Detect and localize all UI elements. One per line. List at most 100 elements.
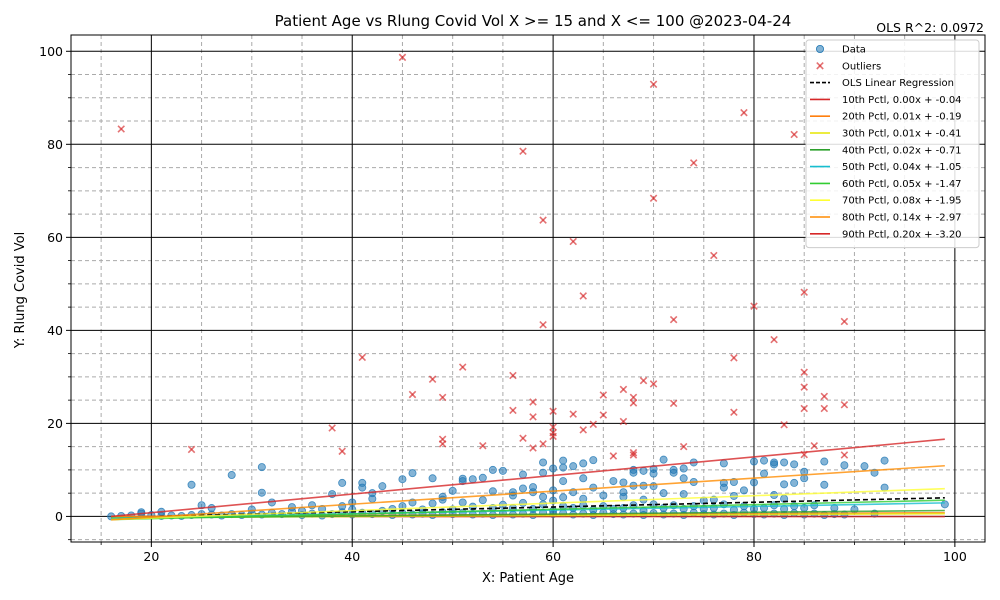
outlier-stroke <box>338 447 346 456</box>
outlier-point <box>820 392 829 401</box>
legend-marker-outliers <box>816 62 824 70</box>
outlier-stroke <box>398 53 407 62</box>
outlier-stroke <box>599 411 608 419</box>
legend: Data Outliers OLS Linear Regression 10th Pc… <box>805 39 980 249</box>
data-point <box>599 491 608 500</box>
outlier-stroke <box>629 399 638 407</box>
chart-title: Patient Age vs Rlung Covid Vol X >= 15 a… <box>275 12 792 30</box>
outlier-stroke <box>730 408 738 416</box>
outlier-stroke <box>810 441 819 450</box>
outlier-point <box>539 440 547 448</box>
outlier-point <box>629 393 638 402</box>
outlier-point <box>358 353 367 362</box>
data-point <box>609 477 618 486</box>
data-point <box>448 486 457 495</box>
outlier-point <box>519 434 527 443</box>
outlier-stroke <box>529 413 537 421</box>
outlier-point <box>629 451 638 459</box>
data-point <box>559 456 568 465</box>
outlier-stroke <box>730 354 738 362</box>
data-point <box>539 492 548 501</box>
outlier-point <box>609 452 618 460</box>
outlier-point <box>458 363 467 371</box>
data-point <box>287 503 296 512</box>
data-point <box>659 455 668 464</box>
outlier-point <box>629 448 638 457</box>
outlier-point <box>840 451 849 459</box>
data-point <box>770 458 779 467</box>
data-point <box>308 501 317 510</box>
x-tick-label: 60 <box>545 549 561 564</box>
outlier-point <box>589 420 598 429</box>
outlier-stroke <box>438 393 447 402</box>
outlier-point <box>740 108 748 117</box>
data-point <box>187 480 196 489</box>
legend-box <box>805 39 980 249</box>
data-point <box>539 458 548 467</box>
r-squared-annotation: OLS R^2: 0.0972 <box>876 20 984 35</box>
data-point <box>559 463 568 472</box>
outlier-stroke <box>816 62 824 70</box>
outlier-point <box>438 393 447 402</box>
plot-area <box>107 53 949 521</box>
outlier-stroke <box>669 315 678 324</box>
outlier-point <box>529 444 537 452</box>
outlier-stroke <box>790 130 798 139</box>
outlier-point <box>529 413 537 421</box>
outlier-stroke <box>569 237 577 246</box>
outlier-point <box>780 421 788 429</box>
outlier-point <box>730 354 738 362</box>
outlier-stroke <box>509 371 517 380</box>
legend-label: 60th Pctl, 0.05x + -1.47 <box>842 179 962 190</box>
outlier-stroke <box>458 363 467 371</box>
data-point <box>428 474 437 483</box>
outlier-point <box>479 441 487 450</box>
x-axis-label: X: Patient Age <box>482 571 574 586</box>
outlier-point <box>549 432 557 441</box>
outlier-stroke <box>479 441 487 450</box>
data-point <box>478 473 487 482</box>
legend-label: 50th Pctl, 0.04x + -1.05 <box>842 162 962 173</box>
outlier-point <box>509 406 517 415</box>
outlier-stroke <box>609 452 618 460</box>
data-point <box>227 471 236 480</box>
y-tick-label: 60 <box>47 230 63 245</box>
data-point <box>719 459 728 468</box>
y-axis-label: Y: Rlung Covid Vol <box>13 232 28 349</box>
data-point <box>378 482 387 491</box>
data-point <box>649 482 658 491</box>
outlier-stroke <box>358 353 367 362</box>
data-point <box>639 466 648 475</box>
data-point <box>358 478 367 487</box>
outlier-point <box>579 292 588 300</box>
outlier-point <box>438 435 447 443</box>
data-point <box>619 478 628 487</box>
outlier-stroke <box>509 406 517 415</box>
percentile-line <box>111 487 945 521</box>
outlier-stroke <box>629 451 638 459</box>
outlier-point <box>800 383 808 391</box>
data-point <box>749 478 758 487</box>
outlier-stroke <box>599 391 608 399</box>
legend-label: 70th Pctl, 0.08x + -1.95 <box>842 196 962 207</box>
data-point <box>880 456 889 465</box>
outlier-stroke <box>549 407 557 416</box>
outlier-stroke <box>629 448 638 457</box>
outlier-point <box>800 404 808 413</box>
legend-label: 80th Pctl, 0.14x + -2.97 <box>842 213 962 224</box>
data-point <box>659 489 668 498</box>
outlier-point <box>790 130 798 139</box>
percentile-line <box>111 499 945 521</box>
outlier-point <box>428 375 437 383</box>
legend-label: 30th Pctl, 0.01x + -0.41 <box>842 129 962 140</box>
outlier-stroke <box>649 194 658 203</box>
data-point <box>488 487 497 496</box>
x-tick-label: 80 <box>746 549 762 564</box>
outlier-stroke <box>679 442 688 451</box>
y-tick-label: 100 <box>39 44 63 59</box>
data-point <box>739 486 748 495</box>
data-point <box>749 457 758 466</box>
outlier-point <box>408 390 417 399</box>
outlier-stroke <box>649 80 658 89</box>
data-point <box>569 462 578 471</box>
